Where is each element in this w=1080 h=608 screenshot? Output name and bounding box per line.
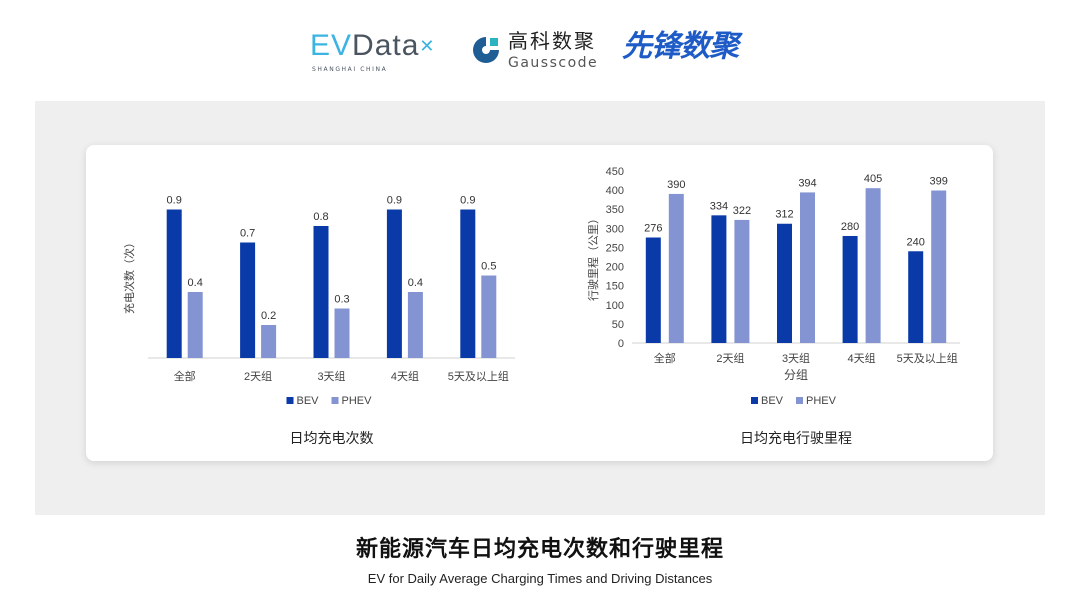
bar-bev [645, 237, 661, 343]
data-label: 0.3 [334, 294, 349, 306]
bar-phev [334, 308, 350, 358]
data-label: 0.9 [460, 195, 475, 207]
xianfeng-logo: 先锋数聚 [622, 29, 739, 64]
data-label: 0.5 [481, 261, 496, 273]
page-title: 新能源汽车日均充电次数和行驶里程 [355, 537, 724, 562]
bar-bev [166, 209, 182, 358]
chart-card [86, 145, 993, 461]
bar-bev [313, 226, 329, 358]
bar-bev [240, 242, 256, 358]
y-tick-label: 150 [606, 281, 624, 293]
legend-label: PHEV [806, 395, 837, 407]
y-axis-label: 充电次数（次） [122, 237, 136, 314]
y-tick-label: 350 [606, 204, 624, 216]
y-tick-label: 450 [606, 166, 624, 178]
x-tick-label: 2天组 [244, 369, 272, 383]
page-subtitle: EV for Daily Average Charging Times and … [367, 571, 713, 586]
bar-phev [931, 190, 947, 343]
bar-phev [481, 275, 497, 358]
evdata-logo-x-icon: ✕ [419, 36, 436, 56]
data-label: 0.9 [167, 195, 182, 207]
x-tick-label: 全部 [654, 351, 676, 365]
data-label: 0.7 [240, 228, 255, 240]
evdata-logo-ev: EV [310, 29, 353, 62]
y-tick-label: 50 [612, 319, 624, 331]
evdata-logo-rest: Data [352, 29, 420, 62]
data-label: 0.2 [261, 310, 276, 322]
gausscode-logo-icon [473, 37, 499, 63]
chart-title: 日均充电次数 [290, 430, 374, 446]
data-label: 399 [930, 175, 948, 187]
bar-phev [668, 193, 684, 343]
legend-label: BEV [297, 395, 320, 407]
x-tick-label: 5天及以上组 [448, 369, 509, 383]
y-tick-label: 400 [606, 185, 624, 197]
y-tick-label: 200 [606, 262, 624, 274]
legend-label: PHEV [342, 395, 373, 407]
bar-bev [842, 235, 858, 343]
y-tick-label: 300 [606, 223, 624, 235]
data-label: 0.8 [313, 211, 328, 223]
evdata-logo-sub: SHANGHAI CHINA [312, 66, 388, 73]
y-tick-label: 0 [618, 338, 624, 350]
bar-phev [800, 192, 815, 343]
data-label: 240 [907, 236, 925, 248]
data-label: 280 [841, 221, 859, 233]
logo-bar: EVData✕ SHANGHAI CHINA 高科数聚 Gausscode 先锋… [0, 22, 1080, 78]
bar-phev [734, 219, 750, 343]
y-tick-label: 100 [606, 300, 624, 312]
gausscode-logo-cn: 高科数聚 [508, 29, 596, 53]
bar-bev [386, 209, 402, 358]
x-tick-label: 5天及以上组 [897, 351, 958, 365]
x-tick-label: 4天组 [391, 369, 419, 383]
x-tick-label: 3天组 [782, 351, 810, 365]
data-label: 0.4 [188, 277, 203, 289]
legend-swatch-bev [286, 397, 294, 404]
data-label: 334 [710, 200, 728, 212]
bar-bev [908, 251, 924, 343]
data-label: 405 [864, 173, 882, 185]
chart-title: 日均充电行驶里程 [740, 430, 852, 446]
x-tick-label: 3天组 [317, 369, 345, 383]
bar-bev [460, 209, 476, 358]
x-axis-label: 分组 [784, 368, 808, 382]
data-label: 0.4 [408, 277, 423, 289]
data-label: 390 [667, 179, 685, 191]
y-axis-label: 行驶里程（公里） [586, 213, 600, 301]
bar-phev [407, 292, 423, 358]
legend-swatch-phev [331, 397, 339, 404]
bar-bev [711, 215, 727, 343]
legend-label: BEV [761, 395, 784, 407]
data-label: 0.9 [387, 195, 402, 207]
bar-bev [777, 223, 792, 343]
bar-phev [261, 325, 277, 358]
data-label: 276 [644, 223, 662, 235]
bar-phev [187, 292, 203, 358]
x-tick-label: 2天组 [716, 351, 744, 365]
legend-swatch-bev [751, 397, 758, 404]
data-label: 312 [775, 209, 793, 221]
bar-phev [865, 188, 881, 343]
x-tick-label: 4天组 [848, 351, 876, 365]
evdata-logo: EVData✕ [310, 30, 436, 62]
gausscode-logo-en: Gausscode [508, 55, 599, 71]
legend-swatch-phev [796, 397, 803, 404]
x-tick-label: 全部 [174, 369, 196, 383]
data-label: 394 [798, 177, 816, 189]
data-label: 322 [733, 205, 751, 217]
y-tick-label: 250 [606, 242, 624, 254]
